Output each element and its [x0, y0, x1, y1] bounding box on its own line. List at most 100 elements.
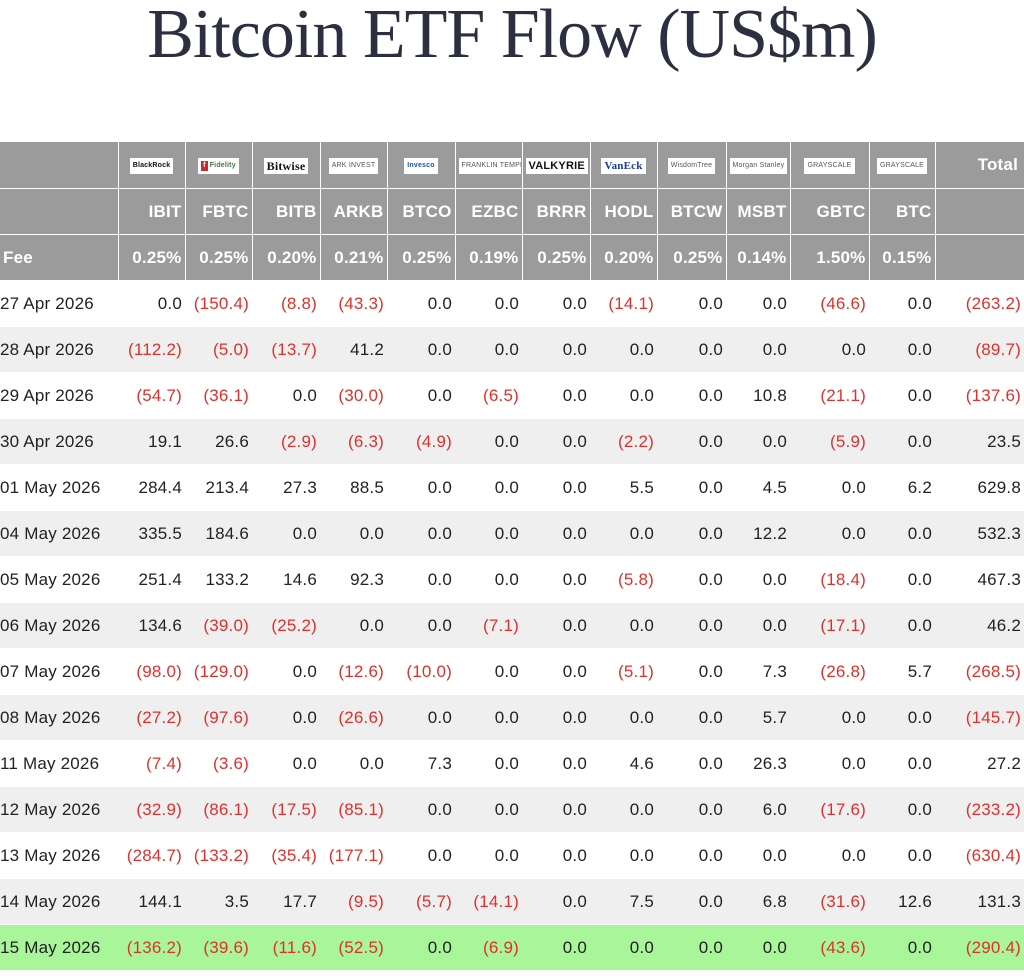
flow-cell: 0.0 [455, 556, 522, 603]
flow-cell: (5.1) [590, 648, 657, 695]
flow-cell: 0.0 [726, 280, 790, 327]
fee-value: 0.15% [869, 234, 936, 281]
total-cell: 467.3 [935, 556, 1024, 603]
total-cell: (137.6) [935, 372, 1024, 419]
table-row: 29 Apr 2026 (54.7) (36.1) 0.0 (30.0) 0.0 (6.5)… [0, 372, 1024, 419]
flow-cell: 0.0 [657, 556, 726, 603]
flow-cell: (17.5) [252, 786, 320, 833]
fee-value: 0.19% [455, 234, 523, 281]
date-cell: 29 Apr 2026 [0, 372, 118, 419]
flow-cell: 5.7 [726, 694, 790, 741]
flow-cell: 284.4 [118, 464, 185, 511]
flow-cell: (52.5) [320, 924, 387, 971]
logo-header-row: BlackRock f Fidelity Bitwise ARK INVEST I… [0, 142, 1024, 189]
flow-cell: 0.0 [726, 326, 790, 373]
flow-cell: (21.1) [790, 372, 869, 419]
flow-cell: 0.0 [590, 924, 657, 971]
date-cell: 04 May 2026 [0, 510, 118, 557]
flow-cell: 0.0 [522, 694, 590, 741]
flow-cell: 0.0 [590, 510, 657, 557]
flow-cell: 0.0 [869, 280, 935, 327]
franklin-templeton-logo: FRANKLIN TEMPLETON [458, 157, 521, 174]
grayscale-logo: GRAYSCALE [804, 157, 855, 174]
ticker-header-hodl: HODL [590, 188, 658, 235]
flow-cell: (36.1) [185, 372, 252, 419]
fee-value: 0.25% [522, 234, 591, 281]
flow-cell: 0.0 [790, 740, 869, 787]
flow-cell: 0.0 [590, 786, 657, 833]
flow-cell: 0.0 [790, 694, 869, 741]
flow-cell: 0.0 [522, 280, 590, 327]
flow-cell: 0.0 [590, 832, 657, 879]
flow-cell: (25.2) [252, 602, 320, 649]
flow-cell: 213.4 [185, 464, 252, 511]
date-cell: 14 May 2026 [0, 878, 118, 925]
flow-cell: 0.0 [387, 326, 455, 373]
flow-cell: 0.0 [869, 326, 935, 373]
flow-cell: (30.0) [320, 372, 387, 419]
total-cell: (630.4) [935, 832, 1024, 879]
flow-cell: 6.2 [869, 464, 935, 511]
flow-cell: 0.0 [657, 464, 726, 511]
table-row: 04 May 2026 335.5 184.6 0.0 0.0 0.0 0.0 0.0 0.0 0… [0, 510, 1024, 557]
ticker-header-btcw: BTCW [657, 188, 727, 235]
flow-cell: 0.0 [522, 878, 590, 925]
ticker-header-ibit: IBIT [118, 188, 186, 235]
flow-cell: (5.0) [185, 326, 252, 373]
flow-cell: 0.0 [387, 832, 455, 879]
flow-cell: 5.5 [590, 464, 657, 511]
flow-cell: 0.0 [522, 648, 590, 695]
flow-cell: 0.0 [252, 694, 320, 741]
flow-cell: 26.3 [726, 740, 790, 787]
flow-cell: 0.0 [387, 556, 455, 603]
flow-cell: 5.7 [869, 648, 935, 695]
flow-cell: 0.0 [869, 694, 935, 741]
flow-cell: 0.0 [522, 602, 590, 649]
flow-cell: (35.4) [252, 832, 320, 879]
flow-cell: (7.4) [118, 740, 185, 787]
flow-cell: 0.0 [869, 510, 935, 557]
flow-cell: 0.0 [657, 418, 726, 465]
flow-cell: (4.9) [387, 418, 455, 465]
total-header: Total [935, 142, 1024, 189]
flow-cell: 0.0 [387, 280, 455, 327]
bitwise-logo: Bitwise [263, 157, 309, 174]
flow-cell: (13.7) [252, 326, 320, 373]
total-cell: 131.3 [935, 878, 1024, 925]
flow-cell: 0.0 [252, 740, 320, 787]
flow-cell: (31.6) [790, 878, 869, 925]
ticker-corner-cell [0, 188, 119, 235]
flow-cell: 0.0 [455, 326, 522, 373]
wisdomtree-logo: WisdomTree [667, 157, 716, 174]
flow-cell: 0.0 [726, 924, 790, 971]
date-cell: 11 May 2026 [0, 740, 118, 787]
grayscale-logo: GRAYSCALE [876, 157, 928, 174]
total-cell: 46.2 [935, 602, 1024, 649]
flow-cell: 0.0 [387, 694, 455, 741]
flow-cell: 0.0 [522, 372, 590, 419]
flow-cell: 0.0 [869, 418, 935, 465]
blackrock-logo: BlackRock [129, 157, 174, 174]
etf-flow-table: BlackRock f Fidelity Bitwise ARK INVEST I… [0, 142, 1024, 971]
flow-cell: (39.6) [185, 924, 252, 971]
flow-cell: 0.0 [522, 740, 590, 787]
flow-cell: 0.0 [657, 648, 726, 695]
flow-cell: 0.0 [869, 372, 935, 419]
flow-cell: 0.0 [455, 280, 522, 327]
flow-cell: 0.0 [522, 418, 590, 465]
flow-cell: (17.1) [790, 602, 869, 649]
flow-cell: 0.0 [869, 740, 935, 787]
flow-cell: (150.4) [185, 280, 252, 327]
flow-cell: (11.6) [252, 924, 320, 971]
total-cell: (268.5) [935, 648, 1024, 695]
flow-cell: 4.5 [726, 464, 790, 511]
flow-cell: (5.9) [790, 418, 869, 465]
ticker-header-row: IBIT FBTC BITB ARKB BTCO EZBC BRRR HODL BTCW MSBT… [0, 188, 1024, 235]
table-row: 11 May 2026 (7.4) (3.6) 0.0 0.0 7.3 0.0 0.0 4.6 0… [0, 740, 1024, 787]
flow-cell: 0.0 [869, 924, 935, 971]
flow-cell: (6.5) [455, 372, 522, 419]
morgan-stanley-logo: Morgan Stanley [729, 157, 788, 174]
flow-cell: 0.0 [590, 602, 657, 649]
flow-cell: 10.8 [726, 372, 790, 419]
flow-cell: 0.0 [522, 786, 590, 833]
